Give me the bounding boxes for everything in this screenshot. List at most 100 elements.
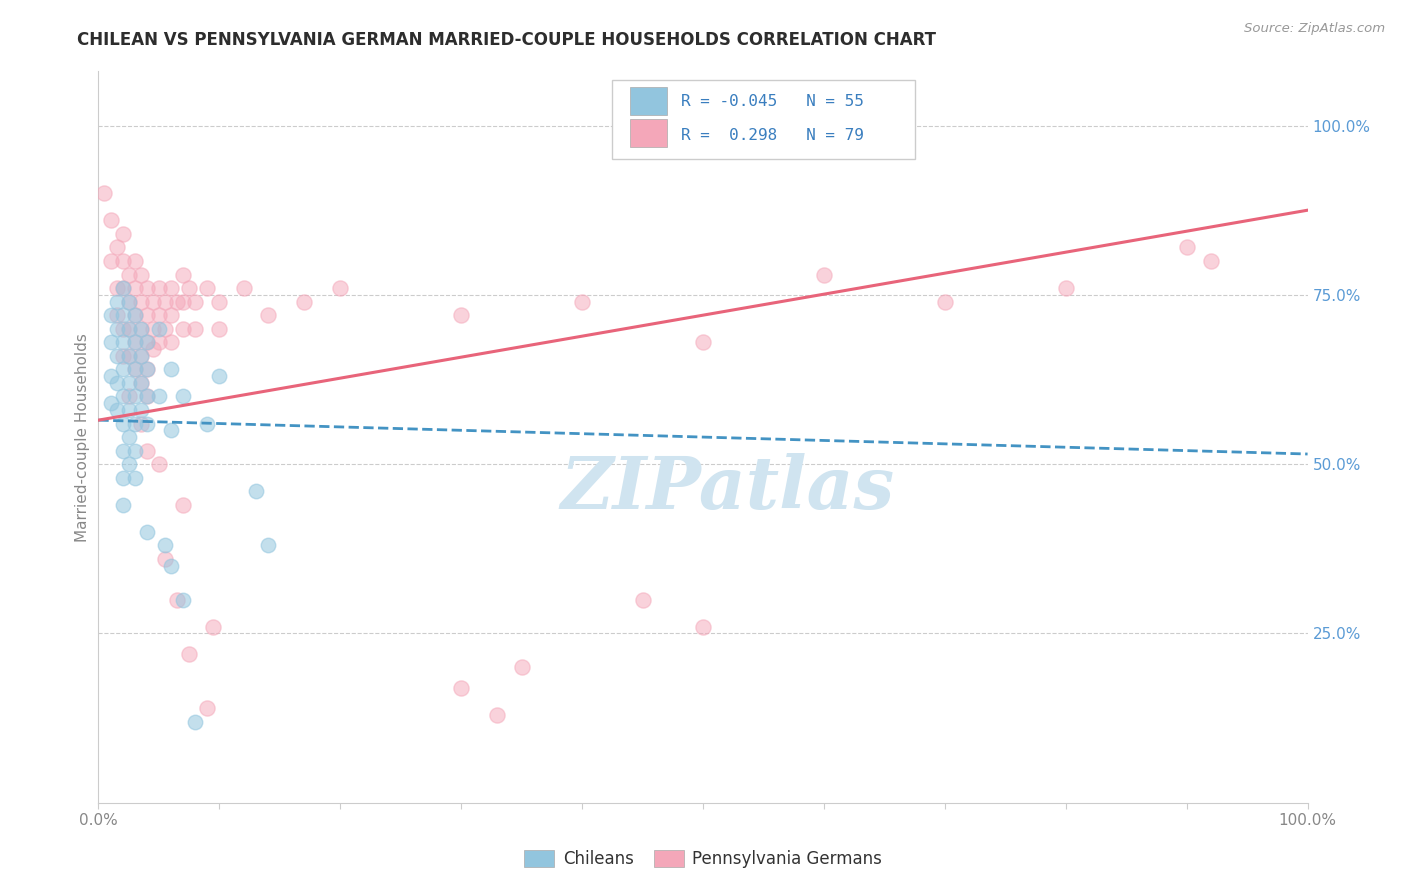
Point <box>129 322 152 336</box>
Point <box>571 294 593 309</box>
Point <box>184 714 207 729</box>
Point <box>202 620 225 634</box>
Point <box>1199 254 1222 268</box>
Point <box>486 707 509 722</box>
FancyBboxPatch shape <box>630 119 666 146</box>
Point <box>105 308 128 322</box>
Point <box>1175 240 1198 254</box>
Point <box>148 389 170 403</box>
Point <box>111 322 134 336</box>
Point <box>135 362 157 376</box>
Point <box>208 322 231 336</box>
Point <box>148 322 170 336</box>
Point <box>100 396 122 410</box>
Point <box>184 294 207 309</box>
Point <box>118 322 141 336</box>
Point <box>510 660 533 674</box>
Point <box>135 335 157 350</box>
Point <box>160 335 183 350</box>
Point <box>124 308 146 322</box>
Point <box>129 376 152 390</box>
Point <box>129 322 152 336</box>
Point <box>111 281 134 295</box>
Point <box>100 308 122 322</box>
Point <box>292 294 315 309</box>
Point <box>148 308 170 322</box>
Point <box>118 349 141 363</box>
Point <box>179 647 201 661</box>
Point <box>329 281 352 295</box>
Point <box>111 389 134 403</box>
FancyBboxPatch shape <box>613 80 915 159</box>
Point <box>450 681 472 695</box>
Point <box>166 294 188 309</box>
Point <box>184 322 207 336</box>
Point <box>245 484 267 499</box>
Point <box>118 403 141 417</box>
Point <box>118 294 141 309</box>
Point <box>148 335 170 350</box>
Point <box>153 322 176 336</box>
Point <box>153 538 176 552</box>
Point <box>124 389 146 403</box>
Point <box>153 294 176 309</box>
Point <box>129 268 152 282</box>
Point <box>450 308 472 322</box>
Point <box>135 362 157 376</box>
Point <box>160 558 183 573</box>
Point <box>813 268 835 282</box>
Point <box>160 362 183 376</box>
Point <box>172 268 194 282</box>
Point <box>135 389 157 403</box>
Point <box>100 335 122 350</box>
Point <box>631 592 654 607</box>
Point <box>105 240 128 254</box>
FancyBboxPatch shape <box>630 87 666 115</box>
Point <box>100 254 122 268</box>
Point <box>111 254 134 268</box>
Point <box>111 349 134 363</box>
Point <box>1054 281 1077 295</box>
Point <box>111 443 134 458</box>
Point <box>111 227 134 241</box>
Point <box>105 294 128 309</box>
Point <box>118 268 141 282</box>
Point <box>111 335 134 350</box>
Point <box>105 403 128 417</box>
Point <box>124 281 146 295</box>
Point <box>692 335 714 350</box>
Point <box>256 538 278 552</box>
Point <box>195 281 218 295</box>
Point <box>118 457 141 471</box>
Point <box>105 281 128 295</box>
Point <box>118 376 141 390</box>
Point <box>166 592 188 607</box>
Point <box>118 389 141 403</box>
Text: ZIPatlas: ZIPatlas <box>560 453 894 524</box>
Point <box>172 389 194 403</box>
Point <box>124 335 146 350</box>
Point <box>111 308 134 322</box>
Point <box>172 498 194 512</box>
Point <box>135 308 157 322</box>
Point <box>232 281 254 295</box>
Point <box>118 322 141 336</box>
Legend: Chileans, Pennsylvania Germans: Chileans, Pennsylvania Germans <box>517 843 889 875</box>
Text: R =  0.298   N = 79: R = 0.298 N = 79 <box>682 128 865 143</box>
Point <box>111 281 134 295</box>
Point <box>111 498 134 512</box>
Point <box>195 417 218 431</box>
Y-axis label: Married-couple Households: Married-couple Households <box>75 333 90 541</box>
Point <box>105 349 128 363</box>
Point <box>256 308 278 322</box>
Point <box>179 281 201 295</box>
Point <box>118 349 141 363</box>
Point <box>135 281 157 295</box>
Point <box>111 471 134 485</box>
Point <box>142 342 165 356</box>
Point <box>160 281 183 295</box>
Point <box>105 322 128 336</box>
Point <box>135 335 157 350</box>
Point <box>124 362 146 376</box>
Point <box>172 322 194 336</box>
